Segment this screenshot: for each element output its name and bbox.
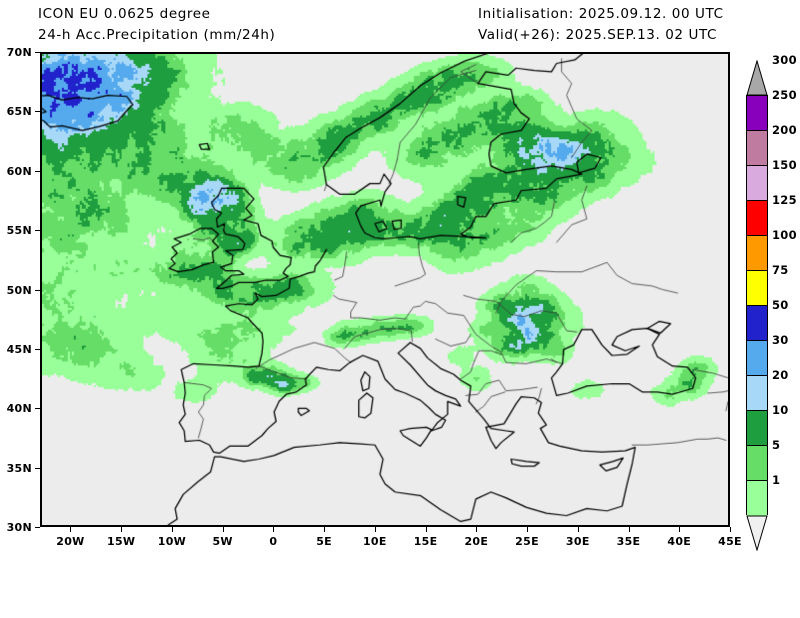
lon-tick <box>121 527 123 532</box>
lon-tick <box>425 527 427 532</box>
colorbar-label: 20 <box>772 368 789 382</box>
lat-tick-label: 40N <box>6 402 32 416</box>
lon-tick <box>527 527 529 532</box>
lat-tick-label: 60N <box>6 164 32 178</box>
lon-tick-label: 5W <box>212 535 233 548</box>
colorbar-under-arrow <box>746 515 768 552</box>
colorbar-label: 30 <box>772 333 789 347</box>
colorbar-label: 100 <box>772 228 797 242</box>
map-plot-area <box>40 52 730 527</box>
lon-tick <box>222 527 224 532</box>
lon-tick <box>577 527 579 532</box>
lon-tick <box>273 527 275 532</box>
lon-tick <box>171 527 173 532</box>
colorbar-band <box>747 271 767 306</box>
lat-tick-label: 65N <box>6 105 32 119</box>
lon-tick-label: 25E <box>515 535 539 548</box>
lon-tick <box>730 527 731 532</box>
lat-tick <box>35 408 40 410</box>
model-title: ICON EU 0.0625 degree <box>38 6 211 22</box>
lat-tick-label: 45N <box>6 342 32 356</box>
lon-tick <box>476 527 478 532</box>
chart-header: ICON EU 0.0625 degree 24-h Acc.Precipita… <box>0 0 800 50</box>
lat-tick <box>35 527 40 528</box>
colorbar-label: 5 <box>772 438 781 452</box>
colorbar-label: 75 <box>772 263 789 277</box>
lat-tick-label: 50N <box>6 283 32 297</box>
lon-tick <box>628 527 630 532</box>
colorbar-band <box>747 166 767 201</box>
colorbar-band <box>747 201 767 236</box>
lon-tick-label: 30E <box>565 535 590 548</box>
field-title: 24-h Acc.Precipitation (mm/24h) <box>38 27 276 43</box>
lon-tick-label: 45E <box>718 535 742 548</box>
precipitation-heatmap <box>42 54 728 525</box>
lat-tick <box>35 289 40 291</box>
colorbar-band <box>747 131 767 166</box>
lat-tick <box>35 230 40 232</box>
colorbar-label: 50 <box>772 298 789 312</box>
colorbar-label: 250 <box>772 88 797 102</box>
colorbar-label: 200 <box>772 123 797 137</box>
colorbar-band <box>747 411 767 446</box>
lon-tick-label: 10W <box>157 535 187 548</box>
lon-tick-label: 35E <box>616 535 641 548</box>
lon-tick <box>374 527 376 532</box>
lon-tick <box>679 527 681 532</box>
lon-tick <box>70 527 72 532</box>
lat-tick-label: 30N <box>6 521 32 534</box>
colorbar-band <box>747 376 767 411</box>
lon-tick-label: 10E <box>362 535 387 548</box>
lon-tick-label: 20W <box>56 535 85 548</box>
colorbar-band <box>747 481 767 516</box>
colorbar-bands <box>746 95 768 516</box>
lat-tick <box>35 52 40 53</box>
lon-tick-label: 20E <box>464 535 489 548</box>
colorbar-band <box>747 236 767 271</box>
lat-tick-label: 55N <box>6 224 32 238</box>
colorbar-label: 10 <box>772 403 789 417</box>
lat-tick <box>35 111 40 113</box>
lat-tick-label: 70N <box>6 46 32 59</box>
lon-tick-label: 15W <box>107 535 136 548</box>
colorbar-label: 125 <box>772 193 797 207</box>
initialisation-time: Initialisation: 2025.09.12. 00 UTC <box>478 6 724 22</box>
colorbar-band <box>747 306 767 341</box>
colorbar-over-arrow <box>746 59 768 96</box>
precipitation-colorbar: 1 5 10 20 30 50 75 100 125 150 200 250 300 <box>746 53 797 552</box>
colorbar-band <box>747 341 767 376</box>
colorbar-band <box>747 96 767 131</box>
colorbar-label: 300 <box>772 53 797 67</box>
lat-tick <box>35 467 40 469</box>
lat-tick-label: 35N <box>6 461 32 475</box>
colorbar-label: 150 <box>772 158 797 172</box>
lon-tick-label: 15E <box>413 535 438 548</box>
lon-tick-label: 40E <box>667 535 692 548</box>
colorbar-band <box>747 446 767 481</box>
lon-tick-label: 5E <box>316 535 332 548</box>
lat-tick <box>35 170 40 172</box>
lon-tick <box>324 527 326 532</box>
lon-tick-label: 0 <box>269 535 278 548</box>
colorbar-label: 1 <box>772 473 781 487</box>
lat-tick <box>35 348 40 350</box>
valid-time: Valid(+26): 2025.SEP.13. 02 UTC <box>478 27 718 43</box>
